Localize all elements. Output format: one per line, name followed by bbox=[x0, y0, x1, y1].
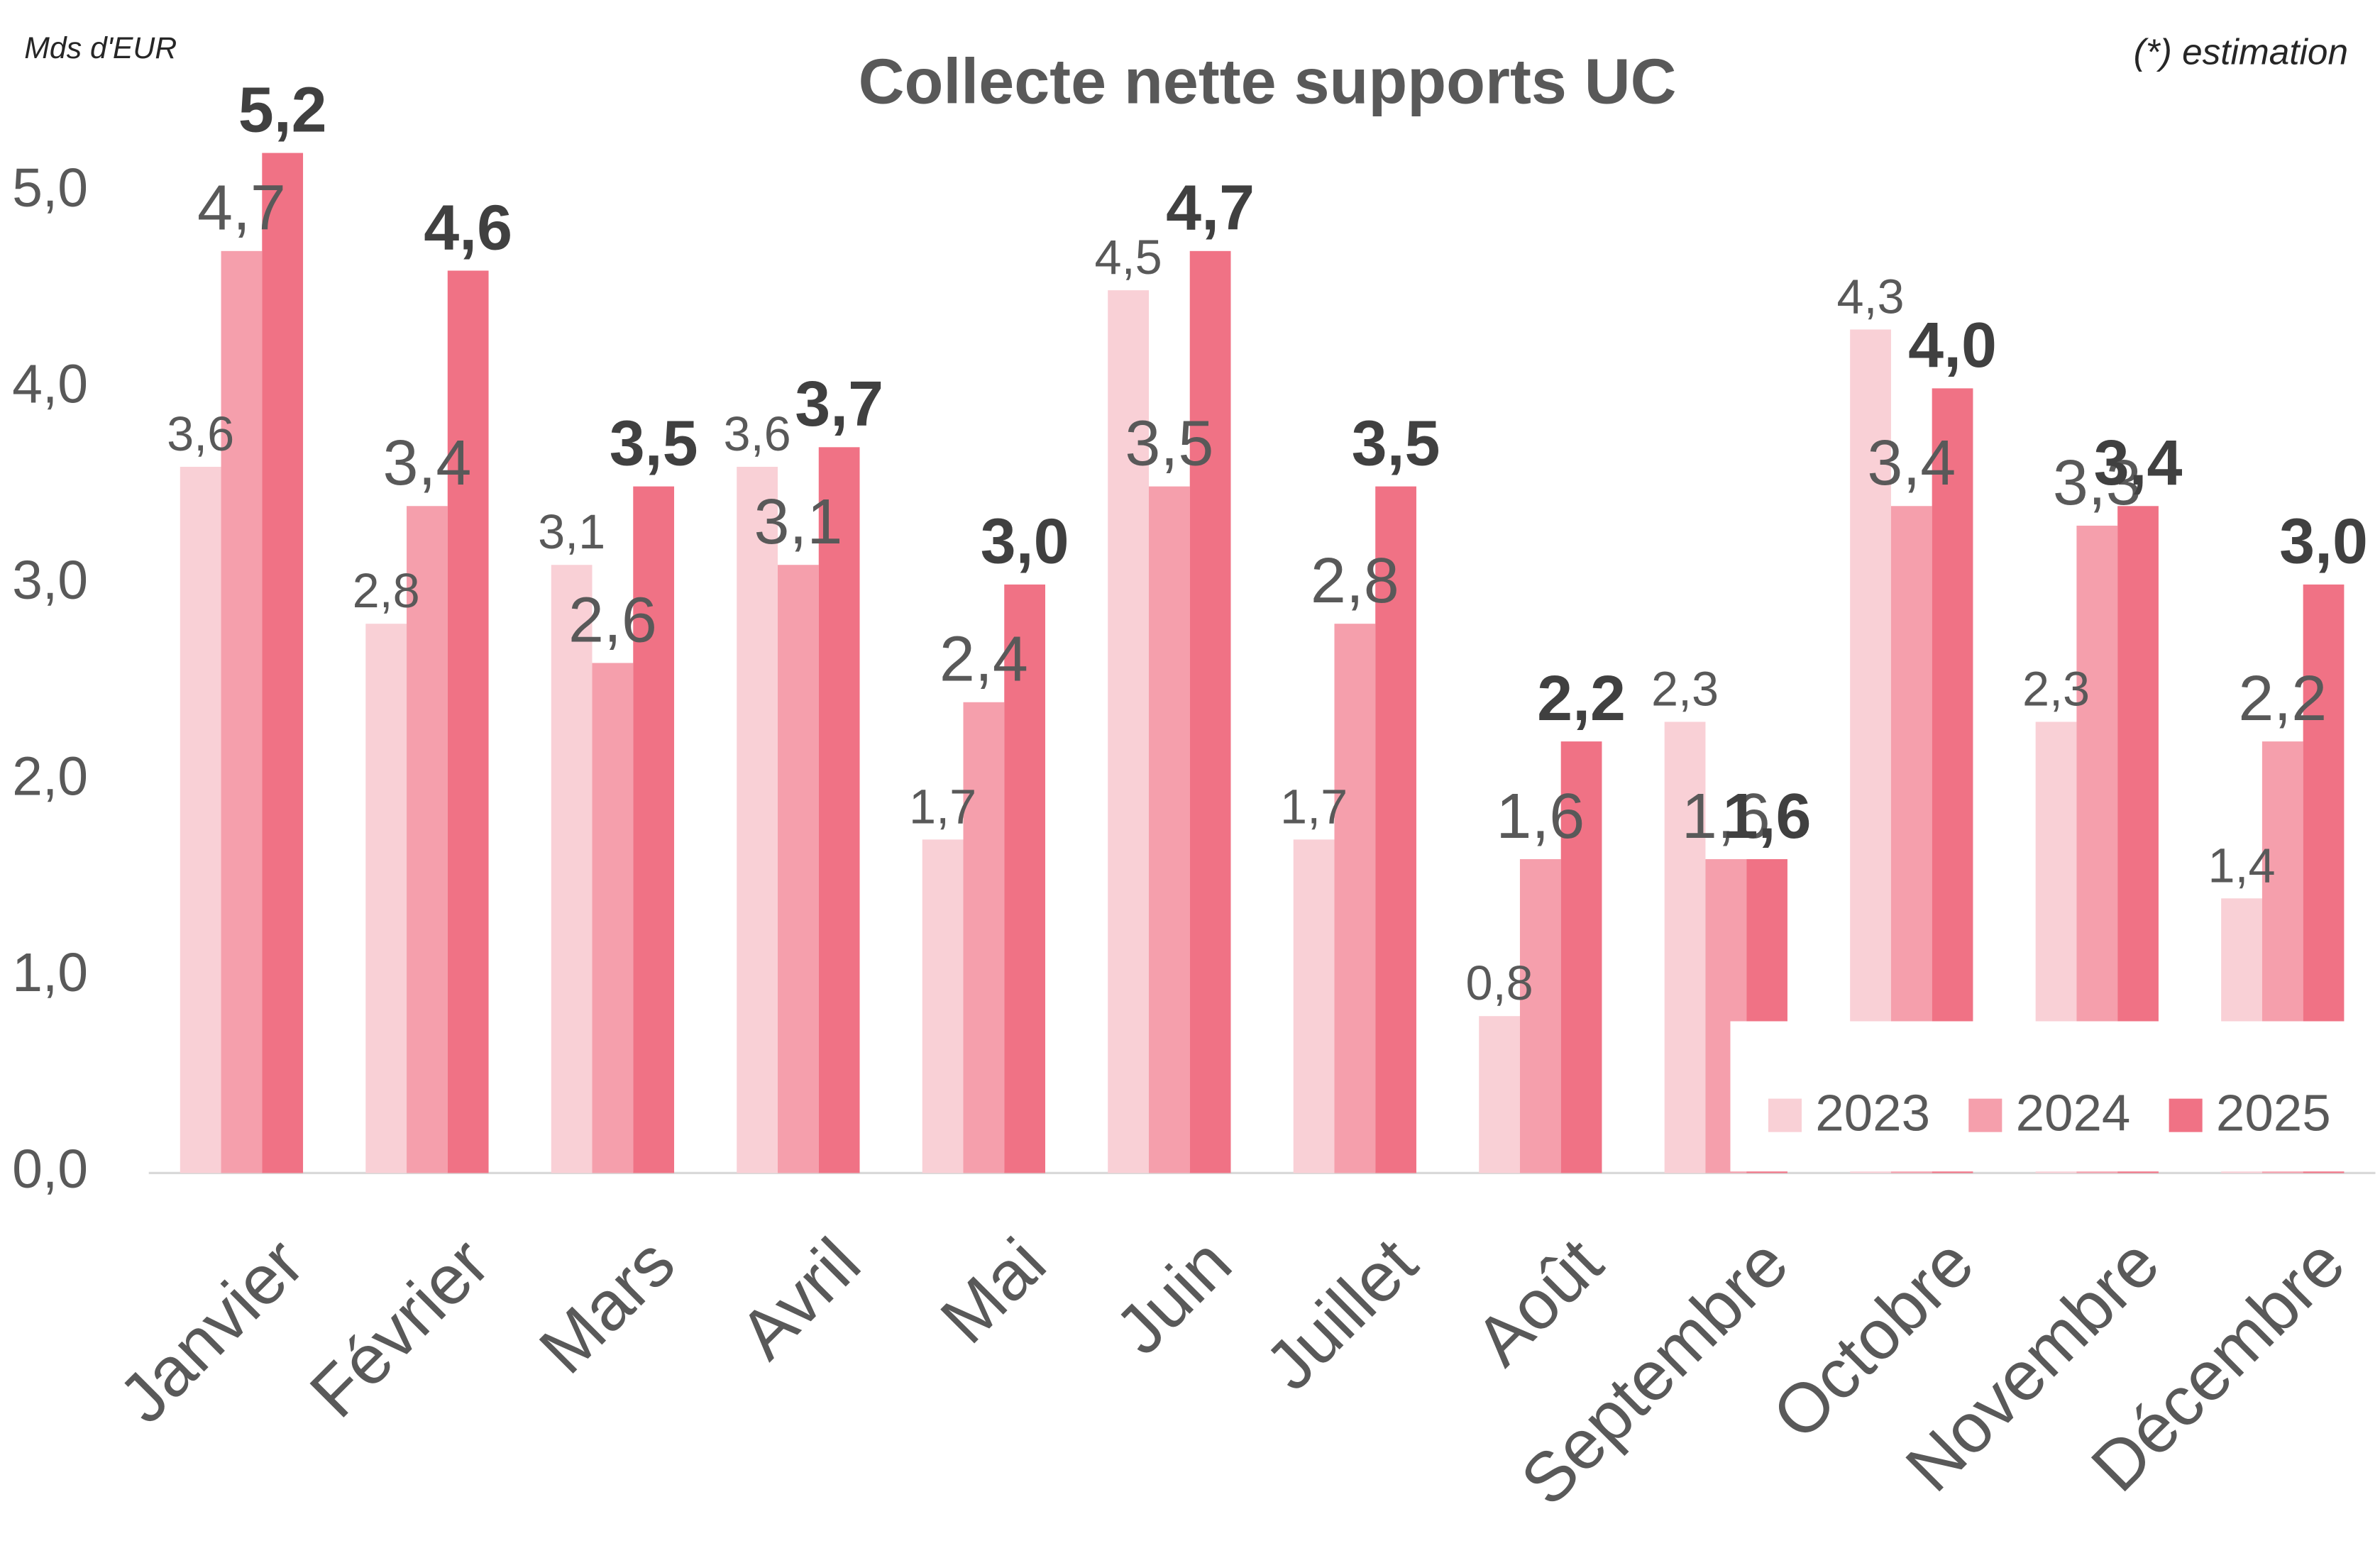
value-label: 3,4 bbox=[1867, 428, 1956, 499]
value-label: 3,4 bbox=[382, 428, 471, 499]
bar bbox=[737, 466, 778, 1173]
value-label: 4,6 bbox=[424, 192, 512, 263]
value-label: 4,0 bbox=[1908, 310, 1997, 381]
legend-swatch bbox=[1968, 1098, 2002, 1132]
bar bbox=[1519, 858, 1561, 1173]
value-label: 1,6 bbox=[1682, 781, 1770, 852]
value-label: 3,3 bbox=[2053, 448, 2142, 519]
legend-label: 2023 bbox=[1815, 1084, 1930, 1142]
bar bbox=[407, 506, 448, 1173]
value-label: 3,1 bbox=[538, 504, 605, 559]
y-tick-label: 1,0 bbox=[12, 942, 88, 1003]
value-label: 4,7 bbox=[197, 173, 286, 244]
y-tick-label: 5,0 bbox=[12, 157, 88, 219]
value-label: 3,1 bbox=[754, 487, 842, 558]
value-label: 3,0 bbox=[2279, 507, 2368, 577]
value-label: 3,5 bbox=[610, 408, 698, 479]
value-label: 2,3 bbox=[2022, 661, 2090, 716]
bar bbox=[551, 565, 593, 1173]
value-label: 1,4 bbox=[2208, 838, 2275, 892]
value-label: 3,5 bbox=[1125, 408, 1213, 479]
value-label: 1,7 bbox=[909, 779, 976, 834]
value-label: 4,3 bbox=[1836, 269, 1904, 324]
note: (*) estimation bbox=[2134, 32, 2348, 72]
bar bbox=[1560, 741, 1602, 1173]
bar bbox=[922, 839, 964, 1173]
chart-title: Collecte nette supports UC bbox=[859, 47, 1677, 118]
value-label: 4,7 bbox=[1166, 173, 1255, 244]
value-label: 2,8 bbox=[1311, 546, 1399, 617]
bar bbox=[1664, 722, 1706, 1173]
value-label: 2,8 bbox=[353, 563, 420, 618]
bar bbox=[1189, 250, 1231, 1173]
legend-label: 2025 bbox=[2216, 1084, 2331, 1142]
value-label: 3,5 bbox=[1352, 408, 1440, 479]
value-label: 3,7 bbox=[795, 369, 883, 440]
legend-box bbox=[1730, 1021, 2380, 1172]
value-label: 3,0 bbox=[981, 507, 1069, 577]
value-label: 1,7 bbox=[1280, 779, 1348, 834]
y-tick-label: 3,0 bbox=[12, 550, 88, 611]
bar bbox=[221, 250, 263, 1173]
bar bbox=[365, 624, 407, 1173]
value-label: 3,6 bbox=[167, 407, 234, 461]
y-tick-label: 2,0 bbox=[12, 746, 88, 807]
value-label: 3,6 bbox=[724, 407, 791, 461]
bar bbox=[592, 663, 634, 1173]
value-label: 1,6 bbox=[1496, 781, 1585, 852]
value-label: 5,2 bbox=[238, 74, 327, 145]
legend-label: 2024 bbox=[2016, 1084, 2131, 1142]
value-label: 2,4 bbox=[940, 624, 1028, 695]
bar bbox=[447, 270, 489, 1173]
y-tick-label: 0,0 bbox=[12, 1139, 88, 1200]
bar bbox=[1148, 486, 1190, 1173]
unit-label: Mds d'EUR bbox=[24, 31, 177, 65]
bar bbox=[818, 447, 860, 1173]
value-label: 2,2 bbox=[1537, 663, 1626, 734]
y-tick-label: 4,0 bbox=[12, 354, 88, 415]
bar bbox=[778, 565, 819, 1173]
bar bbox=[633, 486, 675, 1173]
legend-swatch bbox=[2169, 1098, 2203, 1132]
value-label: 2,3 bbox=[1651, 661, 1719, 716]
value-label: 2,2 bbox=[2238, 663, 2327, 734]
bar bbox=[180, 466, 221, 1173]
legend-swatch bbox=[1768, 1098, 1802, 1132]
bar bbox=[963, 702, 1005, 1173]
bar bbox=[1293, 839, 1335, 1173]
value-label: 4,5 bbox=[1095, 230, 1162, 284]
value-label: 2,6 bbox=[568, 585, 657, 656]
bar bbox=[1479, 1016, 1520, 1173]
value-label: 1,6 bbox=[1723, 781, 1812, 852]
bar bbox=[1334, 624, 1376, 1173]
bar bbox=[1375, 486, 1416, 1173]
value-label: 0,8 bbox=[1466, 956, 1533, 1010]
bar bbox=[1108, 290, 1149, 1173]
bar bbox=[1004, 584, 1045, 1173]
value-label: 3,4 bbox=[2094, 428, 2183, 499]
bar bbox=[262, 153, 304, 1173]
